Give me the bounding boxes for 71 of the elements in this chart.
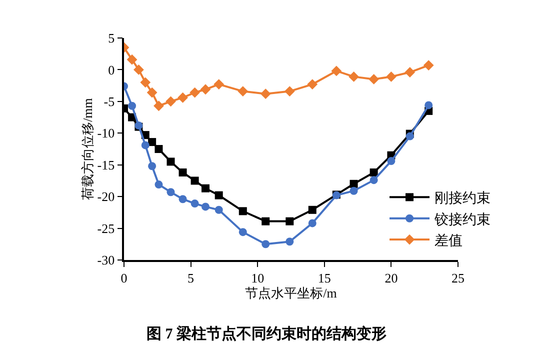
- text: 图 7 梁柱节点不同约束时的结构变形: [146, 324, 386, 343]
- point: [190, 200, 199, 208]
- x-tick-label: 5: [188, 270, 194, 286]
- point: [154, 145, 163, 153]
- point: [178, 168, 187, 176]
- y-tick-label: -5: [104, 94, 115, 109]
- y-axis-title: 荷载方向位移/mm: [80, 98, 95, 200]
- legend-label: 刚接约束: [434, 190, 491, 207]
- point: [307, 79, 318, 90]
- point: [166, 96, 176, 107]
- point: [202, 202, 210, 211]
- point: [350, 180, 358, 188]
- point: [260, 88, 271, 100]
- point: [370, 168, 378, 176]
- point: [404, 67, 416, 78]
- point: [190, 87, 200, 98]
- x-tick-label: 0: [120, 270, 128, 286]
- legend-label: 差值: [434, 233, 463, 250]
- point: [140, 77, 151, 88]
- point: [154, 180, 163, 189]
- point: [331, 66, 342, 76]
- point: [238, 228, 247, 236]
- point: [368, 74, 380, 84]
- point: [308, 206, 316, 214]
- point: [386, 71, 396, 82]
- point: [286, 217, 294, 226]
- y-tick-label: -30: [97, 252, 115, 268]
- point: [178, 92, 188, 103]
- point: [128, 102, 136, 110]
- y-tick-label: 0: [108, 62, 115, 78]
- y-tick-label: 5: [108, 30, 115, 46]
- point: [166, 158, 175, 166]
- point: [262, 217, 270, 226]
- point: [134, 64, 144, 75]
- point: [406, 132, 414, 140]
- point: [148, 138, 156, 146]
- x-tick-label: 25: [452, 270, 464, 286]
- point: [370, 176, 378, 184]
- point: [214, 191, 223, 200]
- point: [424, 101, 433, 110]
- legend-label: 铰接约束: [434, 212, 491, 228]
- point: [262, 240, 270, 248]
- point: [148, 162, 156, 170]
- x-axis-title: 节点水平坐标/m: [245, 285, 337, 300]
- point: [190, 176, 199, 185]
- point: [284, 86, 295, 96]
- point: [214, 79, 224, 90]
- x-tick-label: 10: [251, 270, 264, 286]
- point: [387, 157, 396, 166]
- point: [126, 54, 138, 65]
- point: [200, 84, 211, 95]
- x-tick-label: 20: [384, 270, 398, 286]
- point: [154, 100, 164, 112]
- point: [214, 206, 223, 214]
- y-tick-label: -15: [97, 157, 115, 172]
- point: [238, 207, 247, 216]
- point: [141, 141, 150, 150]
- point: [166, 188, 175, 196]
- y-tick-label: -10: [97, 126, 115, 141]
- point: [308, 219, 316, 228]
- point: [348, 71, 359, 82]
- point: [286, 238, 294, 246]
- y-tick-label: -25: [97, 220, 115, 236]
- point: [202, 184, 210, 192]
- point: [350, 186, 358, 195]
- point: [146, 87, 158, 98]
- point: [423, 60, 434, 70]
- y-tick-label: -20: [97, 189, 115, 204]
- point: [178, 195, 187, 204]
- point: [238, 86, 248, 96]
- x-tick-label: 15: [318, 270, 331, 286]
